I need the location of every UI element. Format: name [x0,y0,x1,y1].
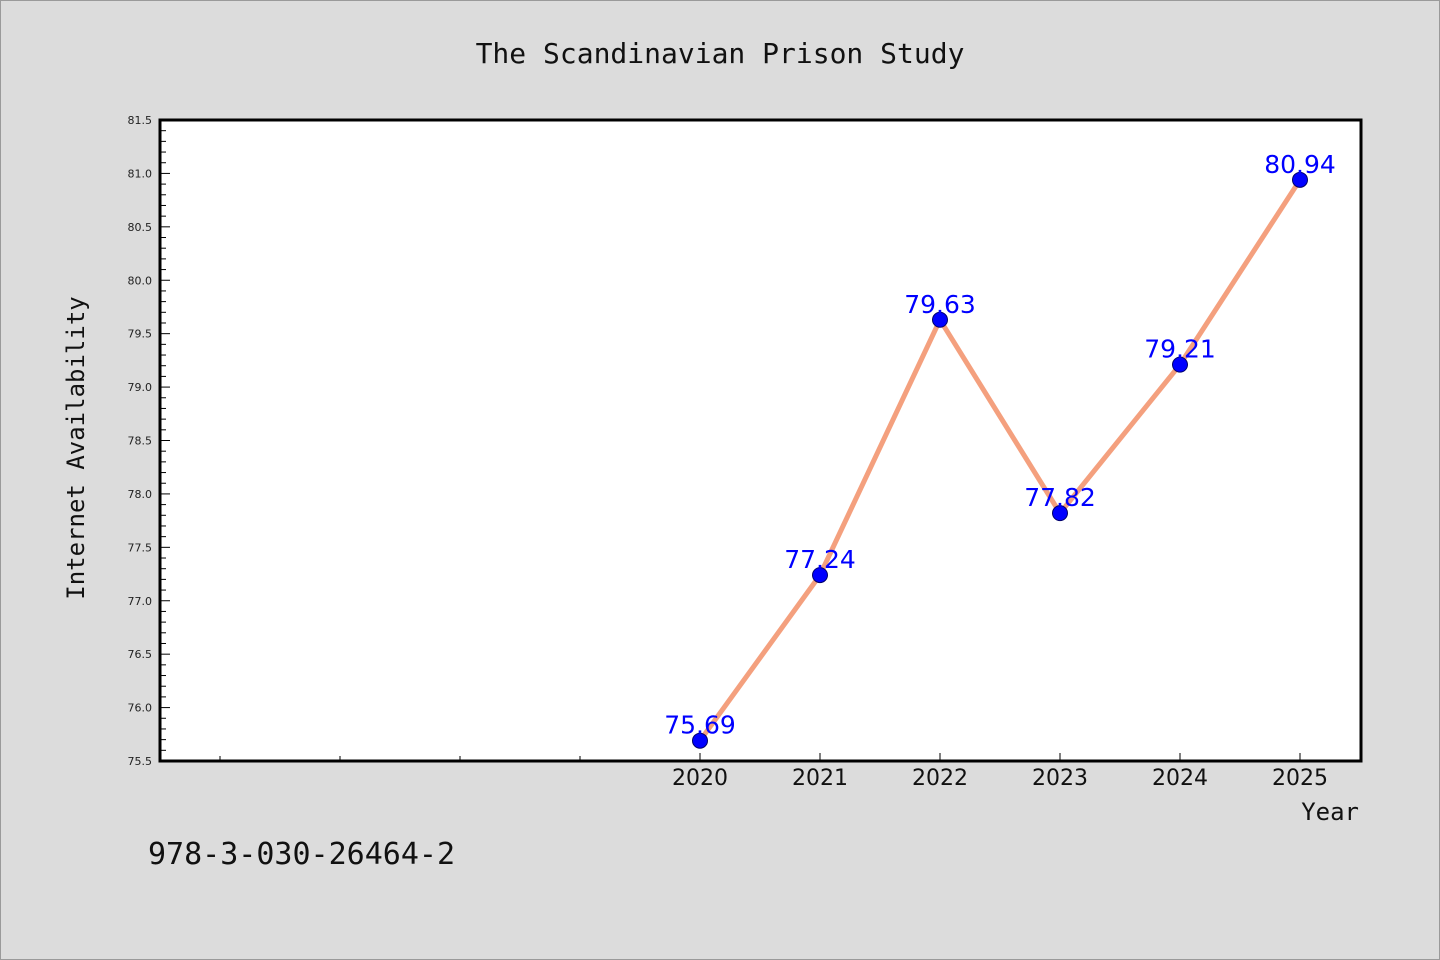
data-label: 79.63 [904,290,976,319]
y-tick-label: 76.0 [128,702,153,715]
plot-area [158,118,1363,763]
footer-code: 978-3-030-26464-2 [148,837,455,872]
data-point [692,732,708,749]
x-tick-label: 2021 [792,766,848,791]
x-tick-label: 2022 [912,766,968,791]
x-tick-label: 2020 [672,766,728,791]
series-line [697,177,1303,744]
data-point [1292,171,1308,188]
data-label: 77.24 [784,545,856,574]
y-tick-label: 77.0 [128,595,153,608]
y-tick-label: 78.0 [128,488,153,501]
series-group: 75.69 77.24 79.63 77.82 79.21 80.94 [664,150,1336,749]
y-axis: 75.5 76.0 76.5 77.0 77.5 78.0 78.5 79.0 79.5 80.0… [128,114,170,768]
data-point [932,311,948,328]
x-axis-label: Year [1301,798,1359,826]
x-axis: 2020 2021 2022 2023 2024 2025 [219,753,1328,791]
data-point [1052,505,1068,522]
chart-title: The Scandinavian Prison Study [476,37,965,70]
y-tick-label: 75.5 [128,755,153,768]
y-tick-label: 81.5 [128,114,153,127]
y-tick-label: 79.5 [128,328,153,341]
data-label: 77.82 [1024,483,1096,512]
y-axis-label: Internet Availability [62,296,90,599]
y-tick-label: 78.5 [128,435,153,448]
y-tick-label: 77.5 [128,541,153,554]
data-point [1172,356,1188,373]
y-tick-label: 81.0 [128,167,153,180]
data-label: 80.94 [1264,150,1336,179]
data-label: 75.69 [664,711,736,740]
y-tick-label: 80.0 [128,274,153,287]
x-tick-label: 2024 [1152,766,1208,791]
data-point [812,567,828,584]
x-tick-label: 2023 [1032,766,1088,791]
y-tick-label: 79.0 [128,381,153,394]
y-tick-label: 80.5 [128,221,153,234]
y-tick-label: 76.5 [128,648,153,661]
data-label: 79.21 [1144,335,1216,364]
x-tick-label: 2025 [1272,766,1328,791]
